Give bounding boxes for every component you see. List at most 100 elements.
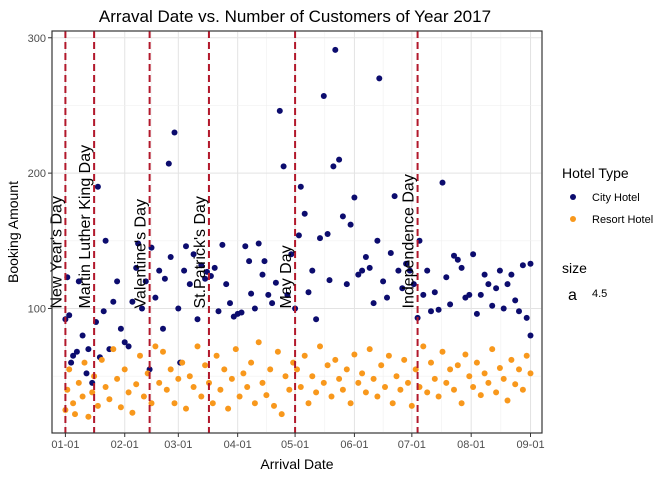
legend-marker-resort-hotel [570,216,576,222]
data-point-resort-hotel [401,356,408,363]
data-point-resort-hotel [179,359,186,366]
data-point-city-hotel [259,271,266,278]
data-point-resort-hotel [393,373,400,380]
data-point-resort-hotel [190,384,197,390]
data-point-resort-hotel [382,384,388,390]
data-point-resort-hotel [370,375,377,382]
data-point-city-hotel [142,278,149,285]
legend-title: Hotel Type [562,165,629,181]
data-point-city-hotel [470,251,477,258]
data-point-resort-hotel [217,386,224,393]
data-point-resort-hotel [301,352,308,359]
data-point-resort-hotel [500,375,507,382]
data-point-city-hotel [211,264,218,271]
data-point-city-hotel [435,306,442,313]
data-point-resort-hotel [347,400,354,407]
data-point-city-hotel [519,262,526,269]
data-point-city-hotel [428,308,434,315]
data-point-resort-hotel [194,343,201,350]
data-point-city-hotel [330,163,337,170]
data-point-city-hotel [395,267,402,274]
data-point-resort-hotel [117,404,124,411]
data-point-resort-hotel [171,400,178,407]
data-point-resort-hotel [163,386,170,393]
legend-label-city-hotel: City Hotel [592,192,640,204]
data-point-resort-hotel [466,373,473,380]
data-point-resort-hotel [81,359,88,366]
data-point-city-hotel [75,278,82,285]
data-point-city-hotel [167,254,174,260]
data-point-city-hotel [454,256,461,263]
data-point-city-hotel [102,237,109,244]
data-point-resort-hotel [228,375,235,382]
data-point-city-hotel [246,258,253,265]
data-point-city-hotel [288,251,295,258]
data-point-city-hotel [387,250,394,256]
data-point-resort-hotel [156,379,163,386]
data-point-resort-hotel [328,393,335,400]
legend: Hotel Type City Hotel Resort Hotel size … [562,165,653,304]
data-point-city-hotel [66,312,73,319]
data-point-city-hotel [114,278,121,285]
data-point-city-hotel [183,243,189,250]
data-point-city-hotel [351,194,358,201]
data-point-resort-hotel [114,375,121,382]
holiday-label: Martin Luther King Day [77,145,94,309]
x-tick-label: 02-01 [111,439,139,451]
data-point-resort-hotel [320,379,327,386]
data-point-resort-hotel [244,384,251,390]
y-axis-title: Booking Amount [5,181,21,283]
data-point-resort-hotel [519,386,526,393]
data-point-resort-hotel [278,411,285,418]
data-point-resort-hotel [309,373,316,380]
data-point-city-hotel [297,183,304,190]
data-point-resort-hotel [148,400,155,407]
data-point-resort-hotel [359,370,366,377]
data-point-city-hotel [451,252,457,259]
data-point-resort-hotel [512,381,519,388]
data-point-city-hotel [305,289,312,296]
data-point-city-hotel [202,275,209,282]
data-point-resort-hotel [420,343,427,350]
data-point-city-hotel [73,348,80,355]
data-point-resort-hotel [297,384,304,390]
data-point-resort-hotel [98,356,105,363]
data-point-city-hotel [215,308,222,315]
data-point-city-hotel [496,267,503,274]
data-point-city-hotel [516,308,522,315]
plot-border [51,30,543,434]
data-point-resort-hotel [332,356,339,363]
data-point-resort-hotel [443,379,450,386]
data-point-resort-hotel [259,379,266,386]
data-point-resort-hotel [152,343,159,350]
data-point-city-hotel [466,291,473,298]
data-point-city-hotel [447,301,454,308]
data-point-resort-hotel [70,400,77,407]
data-point-city-hotel [181,267,188,274]
data-point-city-hotel [135,240,142,247]
data-point-resort-hotel [424,389,431,396]
data-point-resort-hotel [121,366,128,373]
data-point-city-hotel [194,316,201,323]
data-point-city-hotel [280,163,287,170]
data-point-resort-hotel [232,346,239,353]
size-legend-value: 4.5 [592,288,607,300]
data-point-city-hotel [79,332,86,339]
data-point-city-hotel [309,267,316,274]
holiday-markers: New Year's Day Martin Luther King Day Vale… [48,31,419,433]
data-point-city-hotel [376,75,383,82]
data-point-city-hotel [251,305,258,312]
data-point-city-hotel [406,267,413,274]
data-point-resort-hotel [454,362,461,369]
data-point-resort-hotel [129,409,136,416]
data-point-city-hotel [186,281,193,288]
data-point-city-hotel [100,308,107,315]
data-point-resort-hotel [213,352,220,359]
data-point-resort-hotel [267,366,274,373]
data-point-resort-hotel [137,352,143,359]
size-legend-title: size [562,260,587,276]
data-point-resort-hotel [389,400,396,407]
data-point-city-hotel [481,271,488,278]
data-point-city-hotel [190,251,197,258]
